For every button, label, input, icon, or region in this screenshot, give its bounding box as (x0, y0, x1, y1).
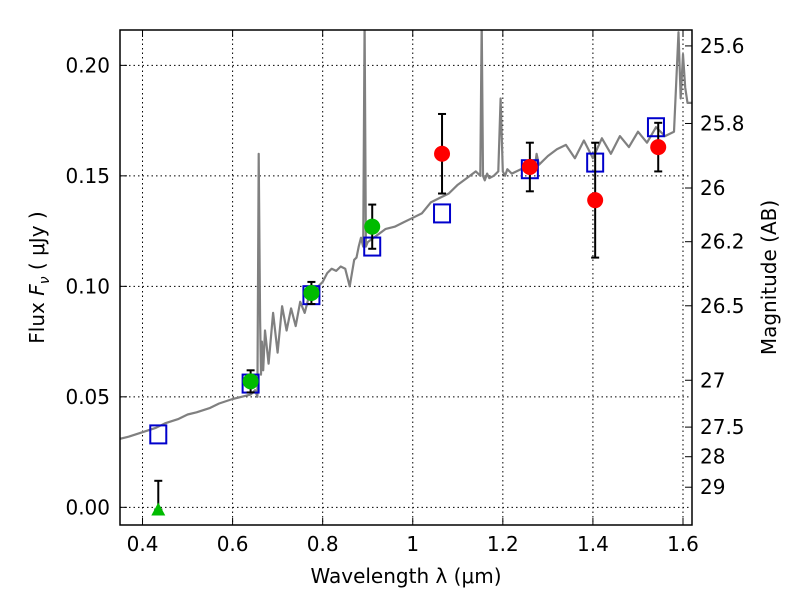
x-tick-label: 1.4 (577, 532, 609, 556)
y2-axis-label: Magnitude (AB) (757, 200, 781, 355)
plot-area (120, 30, 692, 516)
y-axis-label-subscript: ν (37, 276, 53, 284)
red-data-point (434, 145, 451, 162)
y-axis-label-symbol: F (25, 284, 49, 296)
y2-tick-label: 29 (700, 475, 725, 499)
y2-tick-label: 28 (700, 445, 725, 469)
green-data-point (303, 284, 320, 301)
y-axis-label-suffix: ( μJy ) (25, 211, 49, 276)
green-data-point (242, 373, 259, 390)
ticks-layer: 0.4 0.6 0.8 1 1.2 1.4 1.6 0.00 0.05 0.10 0.15 0.20 2… (65, 30, 745, 556)
model-bandpass-point (646, 117, 665, 138)
x-tick-label: 1 (406, 532, 419, 556)
model-spectrum-line (120, 30, 692, 440)
x-tick-label: 0.8 (307, 532, 339, 556)
y2-tick-label: 26.2 (700, 230, 745, 254)
red-data-point (587, 192, 604, 209)
y-axis-label: Flux Fν ( μJy ) (25, 211, 53, 343)
x-tick-label: 1.6 (667, 532, 699, 556)
y2-tick-label: 27.5 (700, 415, 745, 439)
y-tick-label: 0.10 (65, 274, 110, 298)
model-bandpass-point (433, 203, 452, 224)
grid-layer (120, 30, 692, 525)
model-bandpass-point (149, 424, 168, 445)
y-tick-label: 0.05 (65, 385, 110, 409)
x-axis-label: Wavelength λ (μm) (310, 564, 501, 588)
y-axis-label-prefix: Flux (25, 296, 49, 344)
y-tick-label: 0.00 (65, 495, 110, 519)
red-data-point (650, 139, 667, 156)
y2-tick-label: 25.6 (700, 34, 745, 58)
x-tick-label: 0.4 (127, 532, 159, 556)
green-triangle-point (151, 502, 166, 516)
y2-tick-label: 26 (700, 176, 725, 200)
y-tick-label: 0.15 (65, 164, 110, 188)
red-data-point (521, 159, 538, 176)
y2-tick-label: 26.5 (700, 294, 745, 318)
plot-frame (119, 29, 693, 526)
x-tick-label: 0.6 (217, 532, 249, 556)
green-data-point (364, 218, 381, 235)
y-tick-label: 0.20 (65, 53, 110, 77)
x-tick-label: 1.2 (487, 532, 519, 556)
y2-tick-label: 27 (700, 368, 725, 392)
y2-tick-label: 25.8 (700, 111, 745, 135)
